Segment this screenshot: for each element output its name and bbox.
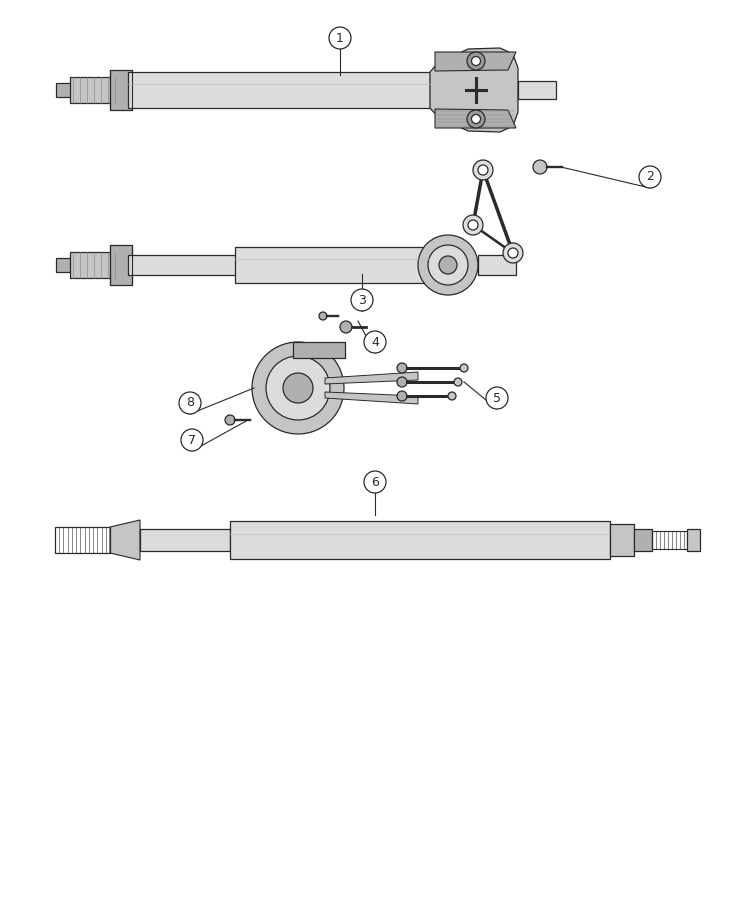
Bar [235,247,430,283]
Circle shape [508,248,518,258]
Bar [140,529,230,551]
Circle shape [364,471,386,493]
Polygon shape [110,520,140,560]
Bar [56,83,78,97]
Bar [230,521,610,559]
Circle shape [397,391,407,401]
Text: 7: 7 [188,434,196,446]
Bar [634,529,652,551]
Bar [610,524,634,556]
Polygon shape [435,109,516,128]
Circle shape [471,114,480,123]
Circle shape [439,256,457,274]
Circle shape [329,27,351,49]
Bar [110,245,132,285]
Circle shape [319,312,327,320]
Bar [55,527,110,553]
Circle shape [397,363,407,373]
Bar [518,81,556,99]
Bar [110,70,132,110]
Circle shape [266,356,330,420]
Bar [293,342,345,358]
Circle shape [468,220,478,230]
Circle shape [503,243,523,263]
Circle shape [225,415,235,425]
Bar [56,258,78,272]
Circle shape [364,331,386,353]
Bar [478,255,516,275]
Circle shape [463,215,483,235]
Circle shape [397,377,407,387]
Bar [128,72,430,108]
Circle shape [428,245,468,285]
Polygon shape [325,392,418,404]
Bar [70,77,118,103]
Circle shape [181,429,203,451]
Circle shape [471,57,480,66]
Circle shape [639,166,661,188]
Circle shape [533,160,547,174]
Text: 8: 8 [186,397,194,410]
Bar [128,255,238,275]
Circle shape [448,392,456,400]
Text: 1: 1 [336,32,344,44]
Circle shape [467,110,485,128]
Circle shape [179,392,201,414]
Text: 5: 5 [493,392,501,404]
Polygon shape [430,48,518,132]
Circle shape [460,364,468,372]
Bar [70,252,118,278]
Circle shape [454,378,462,386]
Circle shape [486,387,508,409]
Text: 3: 3 [358,293,366,307]
Circle shape [351,289,373,311]
Circle shape [252,342,344,434]
Bar [687,529,700,551]
Circle shape [283,373,313,403]
Circle shape [473,160,493,180]
Circle shape [340,321,352,333]
Circle shape [467,52,485,70]
Polygon shape [435,52,516,71]
Circle shape [418,235,478,295]
Text: 4: 4 [371,336,379,348]
Text: 2: 2 [646,170,654,184]
Text: 6: 6 [371,475,379,489]
Bar [652,531,687,549]
Circle shape [478,165,488,175]
Polygon shape [325,372,418,384]
